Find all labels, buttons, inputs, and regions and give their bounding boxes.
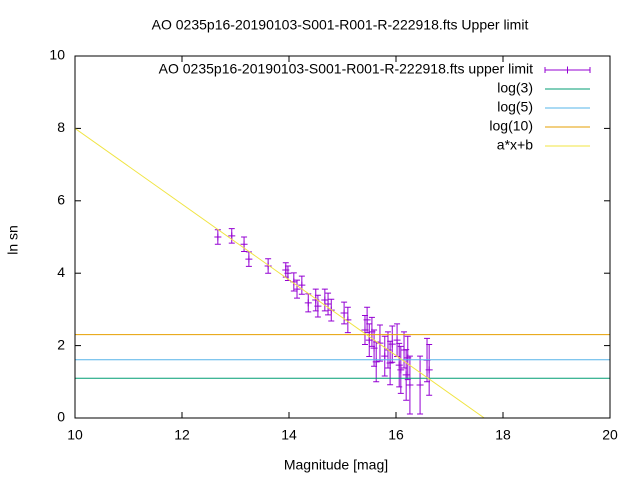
point (416, 381, 424, 389)
point (395, 361, 403, 369)
x-tick-label: 20 (602, 427, 618, 443)
y-tick-label: 0 (57, 409, 65, 425)
y-axis-label: ln sn (5, 225, 21, 255)
point (298, 281, 306, 289)
point (321, 296, 329, 304)
x-tick-label: 14 (281, 427, 297, 443)
point (402, 371, 410, 379)
point (240, 240, 248, 248)
chart-title: AO 0235p16-20190103-S001-R001-R-222918.f… (152, 17, 529, 33)
legend-label: log(3) (497, 80, 533, 96)
point (293, 285, 301, 293)
legend-label: AO 0235p16-20190103-S001-R001-R-222918.f… (159, 61, 533, 77)
legend-label: log(5) (497, 99, 533, 115)
point (284, 269, 292, 277)
point (228, 232, 236, 240)
point (363, 316, 371, 324)
y-tick-label: 2 (57, 336, 65, 352)
point (340, 309, 348, 317)
point (314, 302, 322, 310)
plot-border (74, 55, 611, 419)
point (381, 352, 389, 360)
point (245, 255, 253, 263)
point (393, 336, 401, 344)
point (388, 340, 396, 348)
x-axis-label: Magnitude [mag] (284, 457, 388, 473)
legend-label: log(10) (489, 118, 533, 134)
x-tick-label: 12 (174, 427, 190, 443)
point (264, 262, 272, 270)
point (386, 359, 394, 367)
fit-line (75, 127, 485, 418)
y-tick-label: 10 (49, 47, 65, 63)
legend-label: a*x+b (497, 137, 533, 153)
point (324, 300, 332, 308)
y-tick-label: 4 (57, 264, 65, 280)
point (425, 366, 433, 374)
point (406, 381, 414, 389)
x-tick-label: 18 (495, 427, 511, 443)
y-tick-label: 6 (57, 192, 65, 208)
x-tick-label: 16 (388, 427, 404, 443)
x-tick-label: 10 (67, 427, 83, 443)
point (214, 233, 222, 241)
legend-swatch (544, 66, 591, 74)
point (397, 366, 405, 374)
point (304, 299, 312, 307)
y-tick-label: 8 (57, 119, 65, 135)
